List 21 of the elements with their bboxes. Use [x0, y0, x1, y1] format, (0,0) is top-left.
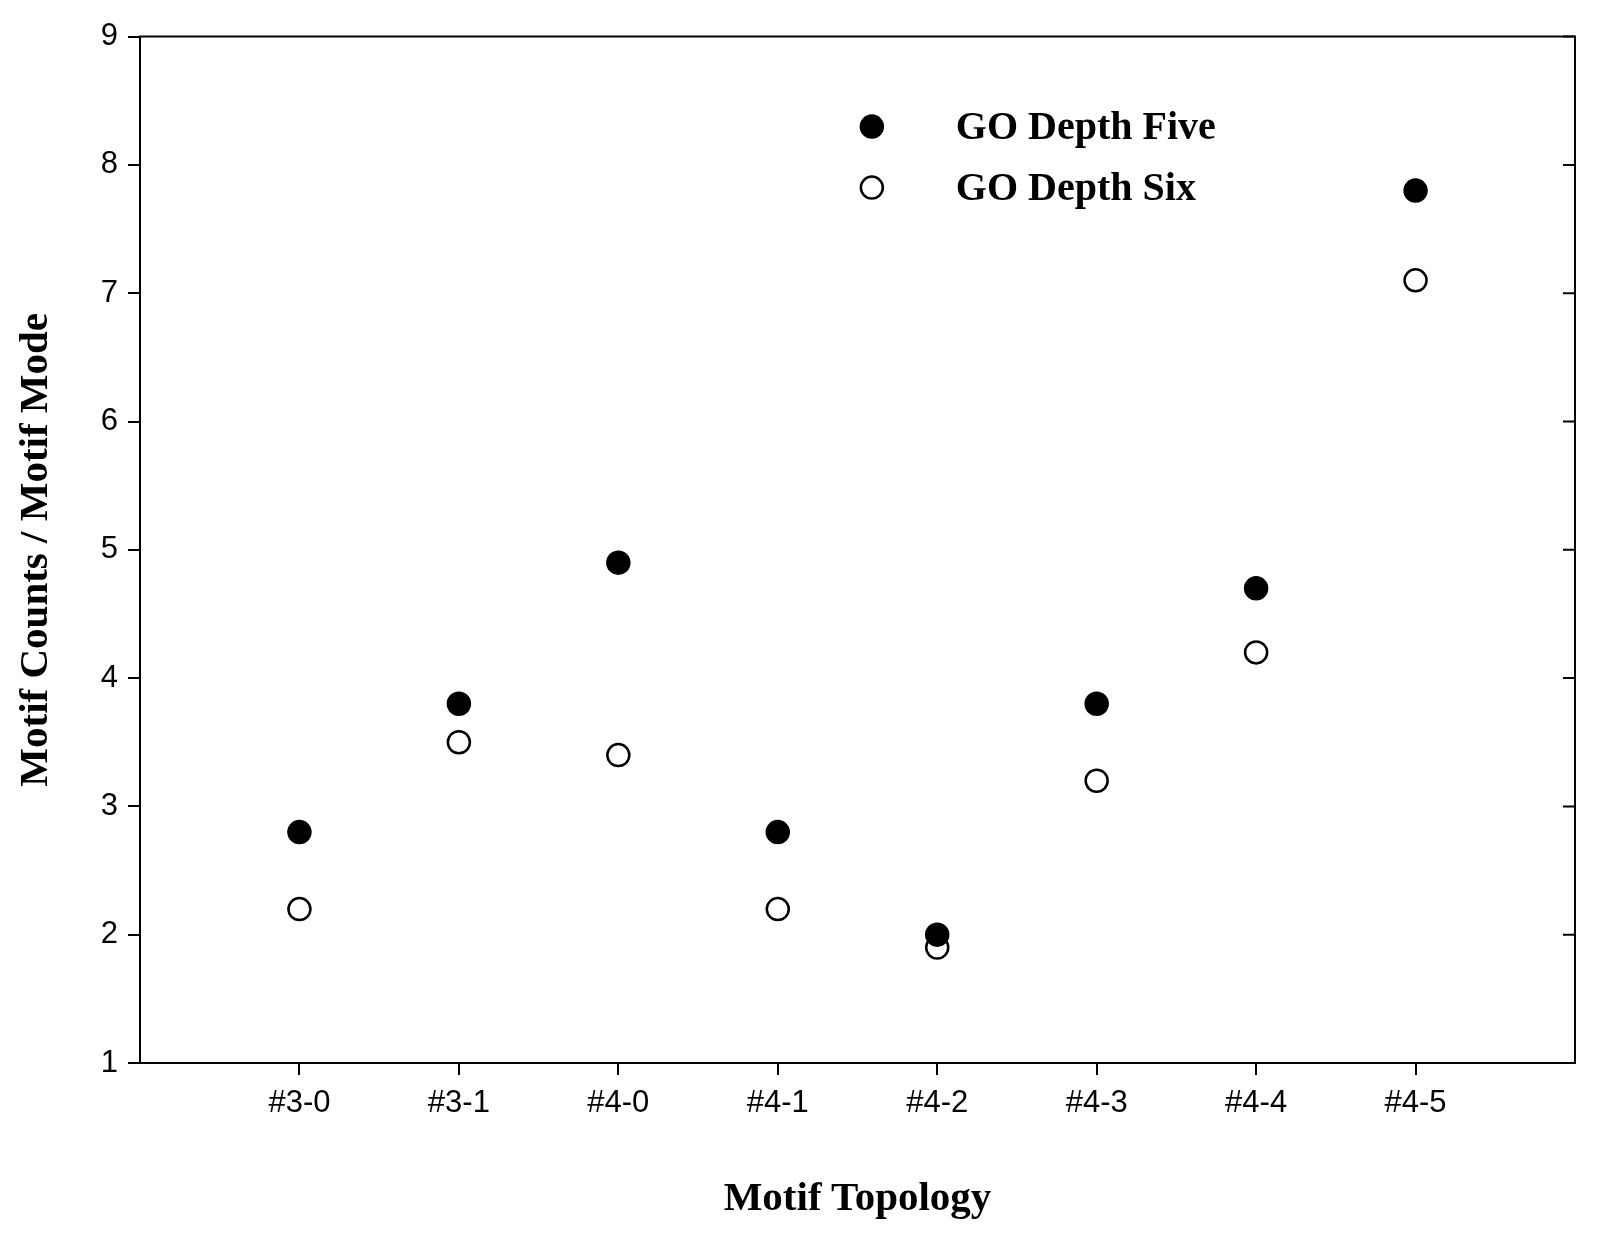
x-tick-label: #4-1 [746, 1084, 809, 1120]
x-tick-label: #4-3 [1065, 1084, 1128, 1120]
y-tick-label: 2 [100, 915, 118, 951]
y-tick-label: 5 [100, 530, 118, 566]
legend-label: GO Depth Five [955, 102, 1216, 148]
x-tick-label: #3-0 [268, 1084, 331, 1120]
x-tick-label: #3-1 [427, 1084, 490, 1120]
y-tick-label: 8 [100, 145, 118, 181]
y-tick-label: 6 [100, 402, 118, 438]
legend-label: GO Depth Six [955, 163, 1196, 209]
x-tick-label: #4-0 [587, 1084, 650, 1120]
x-tick-label: #4-4 [1225, 1084, 1288, 1120]
y-tick-label: 4 [100, 658, 118, 694]
y-tick-label: 3 [100, 786, 118, 822]
y-tick-label: 1 [100, 1043, 118, 1079]
y-axis-title: Motif Counts / Motif Mode [10, 312, 57, 787]
x-tick-label: #4-5 [1384, 1084, 1447, 1120]
x-tick-label: #4-2 [906, 1084, 969, 1120]
x-axis-title: Motif Topology [723, 1172, 992, 1219]
y-tick-label: 7 [100, 273, 118, 309]
y-tick-label: 9 [100, 17, 118, 53]
